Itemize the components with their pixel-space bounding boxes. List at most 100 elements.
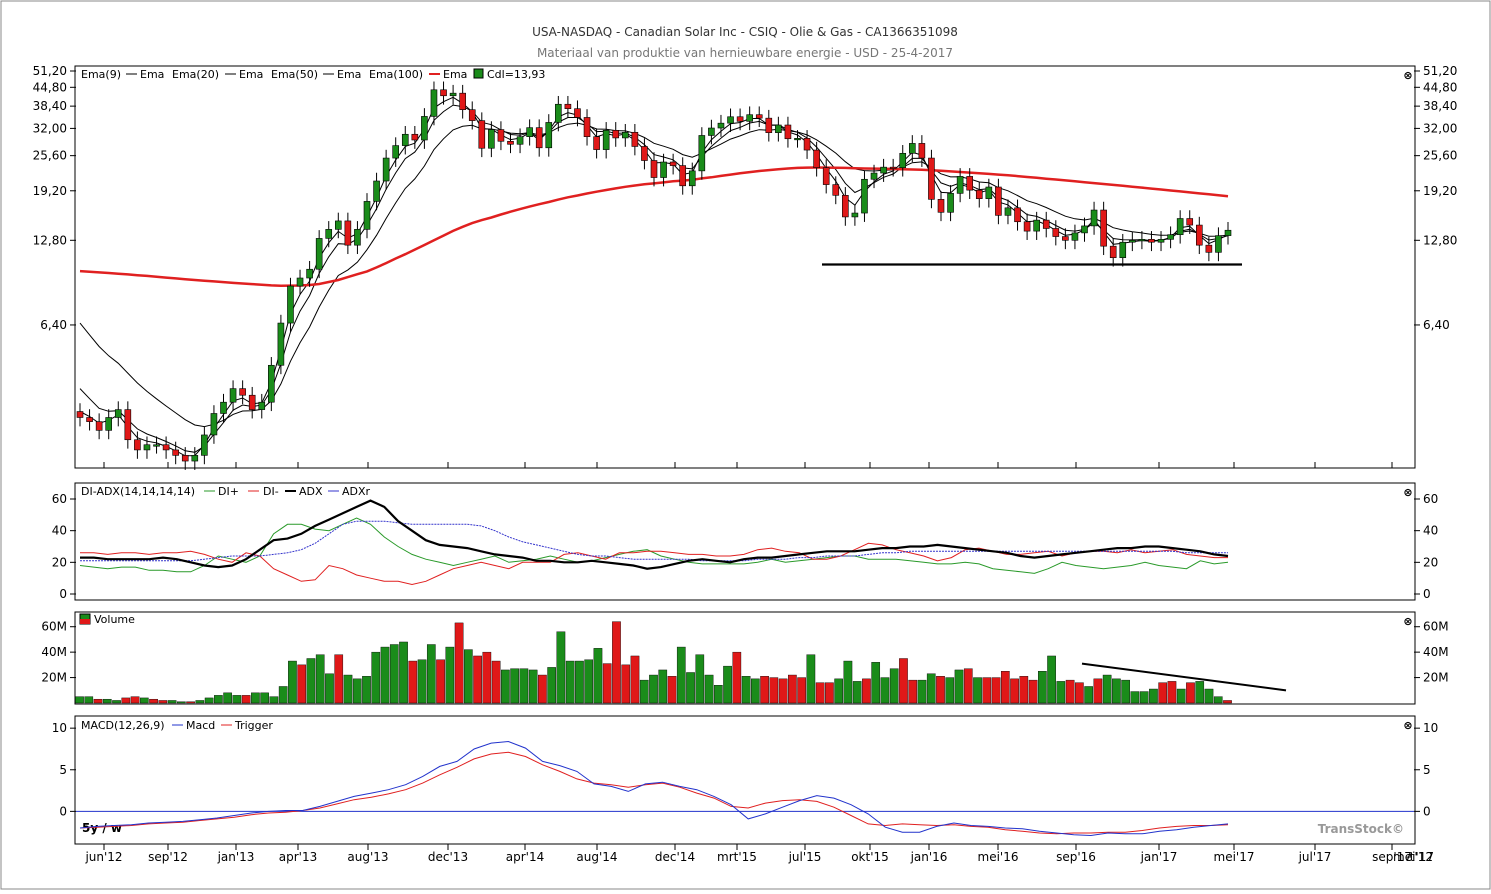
x-tick-label: jul'17: [1298, 850, 1332, 864]
legend-ema100-label: Ema: [443, 68, 467, 81]
volume-bar: [880, 677, 890, 704]
volume-bar: [612, 621, 621, 704]
volume-bar: [352, 678, 362, 704]
macd-line: [79, 740, 1229, 837]
volume-bar: [84, 696, 94, 704]
macd-tick-label: 5: [59, 763, 67, 777]
volume-tick-label: 20M: [41, 671, 67, 685]
candle-body: [124, 409, 132, 441]
candle-body: [1109, 245, 1117, 259]
period-label[interactable]: 5y / w: [82, 821, 122, 835]
volume-bar: [223, 692, 232, 704]
candle-body: [813, 149, 820, 168]
volume-bar: [1186, 682, 1195, 704]
candle-body: [1176, 218, 1184, 236]
adx-tick-label: 0: [1423, 587, 1431, 601]
volume-bar: [584, 659, 594, 704]
volume-bar: [371, 651, 381, 704]
candle-body: [870, 172, 878, 180]
volume-bar: [445, 646, 455, 704]
volume-bar: [723, 665, 732, 704]
volume-bar: [936, 676, 945, 704]
candle-body: [1196, 224, 1203, 246]
price-tick-label: 44,80: [33, 80, 67, 94]
volume-bar: [1084, 686, 1093, 704]
adx-tick-label: 60: [1423, 492, 1438, 506]
volume-bar: [519, 668, 529, 704]
close-icon[interactable]: ⊗: [1403, 719, 1412, 732]
chart-title: USA-NASDAQ - Canadian Solar Inc - CSIQ -…: [532, 25, 958, 39]
candle-body: [650, 160, 658, 178]
candle-body: [688, 170, 696, 187]
candle-body: [1090, 209, 1098, 227]
di-adx-legend: DI-ADX(14,14,14,14) DI+ DI- ADX ADXr: [81, 485, 371, 498]
candle-body: [736, 116, 744, 122]
legend-volume: Volume: [94, 613, 135, 626]
candle-body: [277, 322, 285, 366]
candle-body: [1148, 239, 1155, 243]
adx-tick-label: 40: [52, 524, 67, 538]
volume-bar: [139, 697, 149, 704]
candle-body: [191, 455, 199, 462]
candle-body: [488, 129, 495, 149]
x-tick-label: jan'16: [910, 850, 948, 864]
volume-bar: [788, 674, 797, 704]
candle-body: [392, 145, 400, 159]
volume-bar: [1065, 679, 1075, 704]
legend-ema20: Ema(20): [172, 68, 219, 81]
volume-bar: [1038, 671, 1047, 704]
volume-bar: [1130, 691, 1140, 704]
volume-bar: [408, 660, 418, 704]
volume-plot: [75, 621, 1287, 704]
candle-body: [1186, 218, 1194, 226]
candle-body: [296, 277, 304, 287]
volume-bar: [491, 660, 501, 704]
volume-bar: [1075, 682, 1084, 704]
legend-cdl-swatch: [473, 68, 484, 79]
volume-bar: [862, 678, 871, 704]
candle-body: [679, 165, 687, 187]
candle-body: [1052, 228, 1060, 237]
price-tick-label: 12,80: [33, 233, 67, 247]
close-icon[interactable]: ⊗: [1403, 615, 1412, 628]
candle-body: [765, 117, 773, 133]
candle-body: [162, 444, 170, 451]
candle-body: [430, 89, 438, 117]
candle-body: [660, 161, 667, 178]
volume-bar: [130, 696, 140, 704]
x-tick-label: sep'12: [148, 850, 188, 864]
candle-body: [602, 130, 610, 150]
macd-legend: MACD(12,26,9) Macd Trigger: [81, 719, 273, 732]
volume-bar: [1149, 688, 1158, 704]
volume-bar: [177, 701, 186, 704]
x-tick-label: jun'12: [84, 850, 122, 864]
volume-bar: [676, 646, 686, 704]
volume-bar: [362, 676, 371, 704]
volume-bar: [1204, 688, 1214, 704]
legend-ema20-label: Ema: [239, 68, 263, 81]
macd-panel: [74, 715, 1416, 845]
candle-body: [899, 152, 907, 168]
candle-body: [1167, 234, 1174, 240]
legend-volume-swatch-down: [80, 619, 90, 624]
close-icon[interactable]: ⊗: [1403, 486, 1412, 499]
volume-bar: [417, 659, 427, 704]
candle-body: [478, 120, 486, 149]
volume-bar: [1158, 682, 1168, 704]
close-icon[interactable]: ⊗: [1403, 69, 1412, 82]
price-tick-label: 6,40: [40, 318, 67, 332]
candle-body: [641, 146, 648, 161]
x-tick-label: mrt'15: [717, 850, 757, 864]
volume-bar: [186, 701, 195, 704]
candle-body: [631, 131, 639, 147]
candle-body: [153, 444, 160, 447]
x-tick-label: aug'14: [576, 850, 617, 864]
volume-bar: [1093, 678, 1103, 704]
volume-bar: [954, 669, 964, 704]
volume-bar: [167, 700, 177, 704]
candle-body: [248, 394, 256, 410]
legend-diplus: DI+: [218, 485, 239, 498]
macd-tick-label: 5: [1423, 763, 1431, 777]
volume-bar: [1139, 691, 1149, 704]
